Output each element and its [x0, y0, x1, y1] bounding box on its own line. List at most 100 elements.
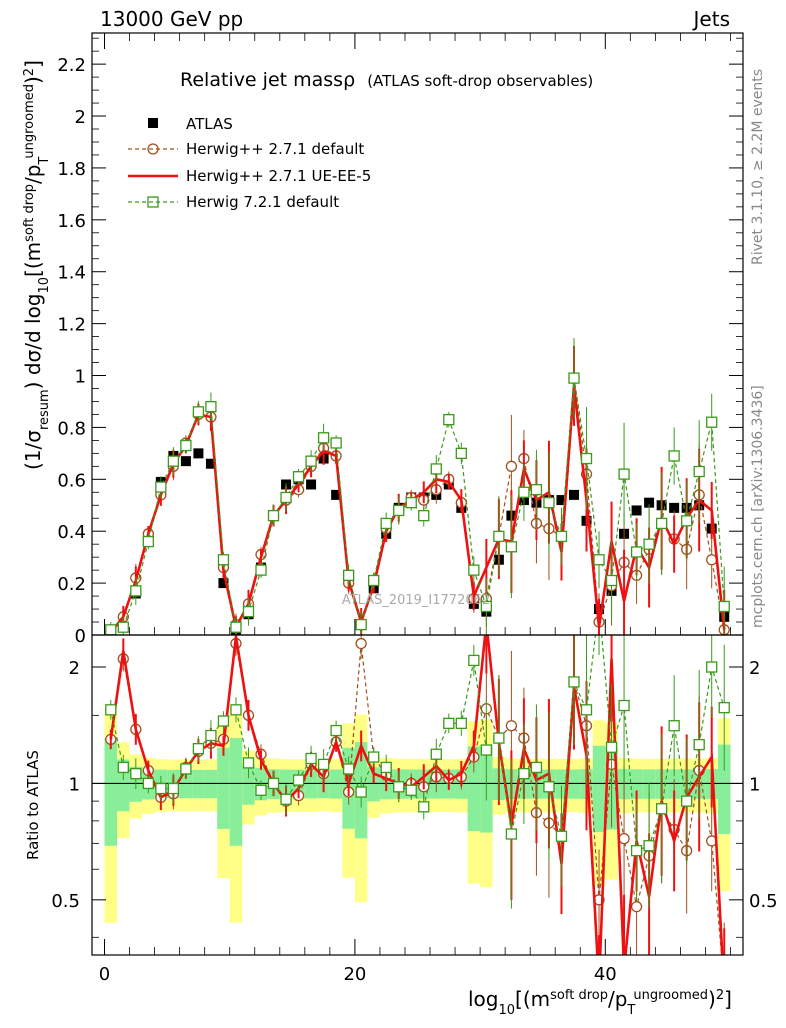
hw721-point	[530, 484, 543, 496]
hw721-ratio-point	[455, 717, 467, 730]
hw721-point	[618, 468, 630, 480]
ratio-tick-label-right: 0.5	[749, 891, 778, 912]
hw721-ratio-point	[217, 715, 230, 727]
hw721-point	[430, 463, 442, 475]
herwig-2-7-1-ue-ee-5-ratio-line	[109, 635, 724, 955]
ratio-panel-frame	[91, 634, 744, 956]
hw721-point	[493, 530, 505, 543]
hw721-point	[267, 509, 280, 522]
hw721-ratio-point	[443, 717, 455, 730]
hw721-ratio-point	[267, 777, 280, 790]
herwig-2-7-1-ue-ee-5-line	[109, 385, 726, 634]
hw721-ratio-point	[155, 782, 167, 795]
hw721-point	[167, 455, 180, 467]
hw721-point	[317, 432, 330, 444]
hw721-ratio-point	[317, 758, 330, 771]
hw721-point	[480, 600, 493, 613]
legend-atlas-marker	[148, 118, 158, 128]
hw271-ratio-point	[355, 637, 367, 650]
hw721-point	[718, 600, 730, 613]
ratio-band-stat	[104, 738, 118, 846]
hw721-point	[468, 564, 480, 576]
ratio-band-stat	[242, 764, 255, 805]
ratio-band-stat	[229, 738, 243, 846]
ratio-band-stat	[179, 769, 193, 799]
legend-hw721-label: Herwig 7.2.1 default	[186, 193, 339, 211]
hw721-point	[117, 621, 129, 633]
hw721-ratio-point	[130, 767, 142, 780]
atlas-point	[331, 489, 342, 500]
hw721-ratio-point	[280, 793, 292, 805]
hw721-point	[605, 574, 618, 587]
hw721-point	[242, 605, 255, 618]
hw721-ratio-point	[493, 732, 505, 744]
hw721-ratio-point	[706, 661, 718, 673]
hw721-point	[543, 497, 555, 509]
y-tick-label: 0.2	[57, 574, 86, 595]
ratio-band-stat	[329, 769, 343, 799]
y-tick-label: 2.2	[57, 55, 86, 76]
atlas-point	[556, 495, 567, 506]
atlas-point	[205, 458, 216, 469]
hw721-ratio-point	[105, 704, 117, 716]
hw721-point	[192, 406, 205, 418]
hw721-point	[355, 618, 367, 631]
hw721-ratio-point	[342, 763, 355, 775]
x-tick-label: 0	[99, 964, 110, 985]
y-tick-label: 0	[75, 626, 86, 647]
atlas-point	[669, 502, 680, 513]
y-tick-label: 2	[75, 107, 86, 128]
y-tick-label: 0.4	[57, 522, 86, 543]
hw721-point	[180, 439, 192, 452]
hw721-point	[217, 554, 230, 566]
y-tick-label: 0.8	[57, 418, 86, 439]
hw271-ratio-point	[505, 720, 518, 732]
ratio-band-stat	[592, 745, 606, 832]
hw721-ratio-point	[305, 752, 317, 765]
ratio-band-stat	[304, 769, 318, 799]
energy-label: 13000 GeV pp	[100, 7, 243, 31]
hw721-ratio-point	[618, 699, 630, 712]
hw721-point	[155, 481, 167, 493]
hw721-ratio-point	[718, 702, 730, 714]
hw721-point	[368, 574, 380, 587]
hw721-ratio-point	[555, 830, 568, 842]
axes-ticks: 0 0.2 0.4 0.6 0.8 1 1.2 1.4 1.6 1.8 2 2.2 0.5 0.5 1 1 2 2…	[51, 33, 778, 985]
atlas-point	[306, 479, 317, 490]
hw721-point	[130, 585, 142, 597]
hw721-ratio-point	[693, 738, 705, 751]
hw721-ratio-point	[681, 795, 693, 807]
hw721-point	[693, 465, 705, 478]
hw721-point	[305, 455, 317, 467]
hw721-point	[655, 517, 668, 530]
hw721-point	[668, 450, 680, 462]
herwig-7-2-1-default-line	[110, 378, 725, 631]
y-tick-label: 1.4	[57, 263, 86, 284]
ratio-tick-label-right: 1	[749, 774, 760, 795]
ratio-band-stat	[204, 769, 218, 799]
atlas-point	[193, 448, 204, 459]
hw721-ratio-point	[430, 748, 442, 760]
atlas-point	[644, 497, 655, 508]
hw721-point	[593, 554, 605, 566]
ratio-tick-label: 2	[69, 658, 80, 679]
hw721-ratio-point	[505, 828, 518, 840]
hw721-ratio-point	[230, 704, 242, 716]
hw721-point	[643, 538, 655, 550]
hw721-ratio-point	[393, 781, 405, 793]
hw721-ratio-point	[518, 767, 530, 780]
hw721-ratio-point	[580, 704, 593, 716]
hw721-ratio-point	[630, 845, 643, 857]
ratio-band-stat	[217, 747, 230, 829]
hw721-point	[706, 416, 718, 428]
hw721-ratio-point	[355, 786, 367, 798]
main-panel-marks	[105, 338, 730, 635]
ratio-band-stat	[567, 769, 581, 799]
hw271-ratio-point	[618, 832, 630, 845]
hw721-point	[681, 515, 693, 527]
y-tick-label: 1.6	[57, 211, 86, 232]
hw721-point	[205, 401, 217, 413]
legend-hwue-label: Herwig++ 2.7.1 UE-EE-5	[186, 167, 371, 185]
plot-subtitle: (ATLAS soft-drop observables)	[367, 72, 593, 90]
ratio-y-label: Ratio to ATLAS	[24, 750, 42, 860]
